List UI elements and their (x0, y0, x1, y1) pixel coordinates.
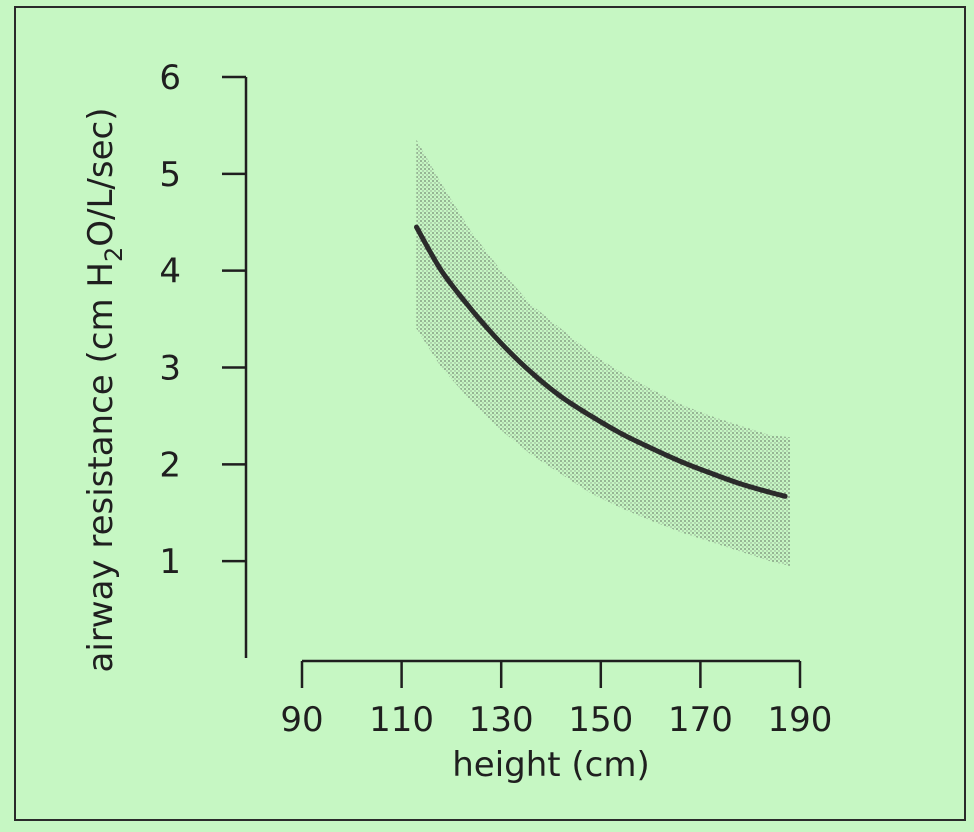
x-tick-label-110: 110 (369, 700, 434, 740)
y-tick-label-2: 2 (159, 445, 181, 485)
x-tick-label-150: 150 (568, 700, 633, 740)
y-axis-title-subscript: 2 (100, 247, 128, 262)
normal-range-band (416, 139, 790, 566)
y-axis-title: airway resistance (cm H2O/L/sec) (81, 108, 128, 673)
y-axis-title-main: airway resistance (cm H (81, 262, 121, 672)
y-ticks (222, 75, 246, 563)
x-tick-label-190: 190 (768, 700, 833, 740)
x-tick-labels: 90 110 130 150 170 190 (280, 700, 832, 740)
mean-curve-line (414, 224, 788, 499)
y-tick-label-3: 3 (159, 349, 181, 389)
figure-border (14, 6, 966, 821)
y-tick-label-5: 5 (159, 155, 181, 195)
y-axis-title-tail: O/L/sec) (81, 108, 121, 247)
x-axis-title: height (cm) (452, 745, 650, 785)
x-tick-label-130: 130 (469, 700, 534, 740)
y-tick-label-4: 4 (159, 252, 181, 292)
y-tick-label-1: 1 (159, 542, 181, 582)
y-tick-labels: 1 2 3 4 5 6 (159, 58, 181, 582)
x-ticks (300, 661, 802, 688)
x-tick-label-90: 90 (280, 700, 323, 740)
x-tick-label-170: 170 (668, 700, 733, 740)
y-tick-label-6: 6 (159, 58, 181, 98)
